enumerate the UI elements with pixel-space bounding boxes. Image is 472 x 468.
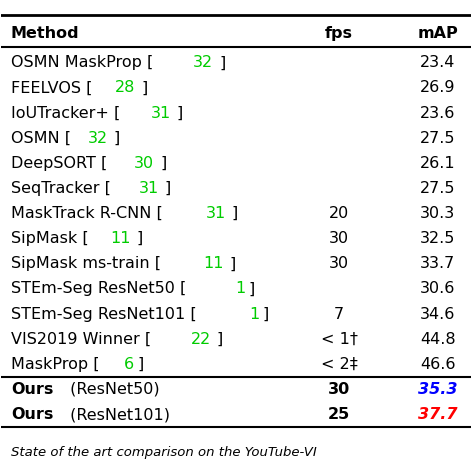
Text: MaskProp [: MaskProp [	[11, 357, 99, 372]
Text: 30.6: 30.6	[420, 281, 455, 296]
Text: 30.3: 30.3	[420, 206, 455, 221]
Text: 6: 6	[124, 357, 135, 372]
Text: 1: 1	[236, 281, 246, 296]
Text: < 1†: < 1†	[321, 332, 358, 347]
Text: 33.7: 33.7	[420, 256, 455, 271]
Text: ]: ]	[217, 332, 223, 347]
Text: (ResNet101): (ResNet101)	[65, 407, 170, 422]
Text: 34.6: 34.6	[420, 307, 455, 322]
Text: 35.3: 35.3	[418, 382, 457, 397]
Text: 30: 30	[329, 231, 349, 246]
Text: 11: 11	[110, 231, 131, 246]
Text: 46.6: 46.6	[420, 357, 455, 372]
Text: Ours: Ours	[11, 382, 53, 397]
Text: 32: 32	[88, 131, 108, 146]
Text: Ours: Ours	[11, 407, 53, 422]
Text: SipMask ms-train [: SipMask ms-train [	[11, 256, 161, 271]
Text: ]: ]	[219, 55, 225, 70]
Text: 23.6: 23.6	[420, 106, 455, 121]
Text: 26.1: 26.1	[420, 156, 455, 171]
Text: 1: 1	[249, 307, 259, 322]
Text: 20: 20	[329, 206, 349, 221]
Text: 23.4: 23.4	[420, 55, 455, 70]
Text: 27.5: 27.5	[420, 181, 455, 196]
Text: 31: 31	[205, 206, 226, 221]
Text: MaskTrack R-CNN [: MaskTrack R-CNN [	[11, 206, 162, 221]
Text: ]: ]	[114, 131, 120, 146]
Text: 30: 30	[328, 382, 350, 397]
Text: STEm-Seg ResNet101 [: STEm-Seg ResNet101 [	[11, 307, 196, 322]
Text: 28: 28	[115, 80, 135, 95]
Text: SeqTracker [: SeqTracker [	[11, 181, 110, 196]
Text: 32.5: 32.5	[420, 231, 455, 246]
Text: ]: ]	[141, 80, 148, 95]
Text: FEELVOS [: FEELVOS [	[11, 80, 92, 95]
Text: ]: ]	[177, 106, 183, 121]
Text: 32: 32	[193, 55, 213, 70]
Text: (ResNet50): (ResNet50)	[65, 382, 160, 397]
Text: IoUTracker+ [: IoUTracker+ [	[11, 106, 120, 121]
Text: 30: 30	[134, 156, 154, 171]
Text: 30: 30	[329, 256, 349, 271]
Text: < 2‡: < 2‡	[321, 357, 358, 372]
Text: 31: 31	[139, 181, 159, 196]
Text: OSMN [: OSMN [	[11, 131, 71, 146]
Text: mAP: mAP	[417, 27, 458, 42]
Text: VIS2019 Winner [: VIS2019 Winner [	[11, 332, 151, 347]
Text: ]: ]	[165, 181, 171, 196]
Text: SipMask [: SipMask [	[11, 231, 88, 246]
Text: 22: 22	[191, 332, 211, 347]
Text: 25: 25	[328, 407, 350, 422]
Text: fps: fps	[325, 27, 353, 42]
Text: ]: ]	[249, 281, 255, 296]
Text: 11: 11	[203, 256, 224, 271]
Text: 37.7: 37.7	[418, 407, 457, 422]
Text: ]: ]	[262, 307, 268, 322]
Text: Method: Method	[11, 27, 79, 42]
Text: 7: 7	[334, 307, 344, 322]
Text: 26.9: 26.9	[420, 80, 455, 95]
Text: ]: ]	[160, 156, 166, 171]
Text: OSMN MaskProp [: OSMN MaskProp [	[11, 55, 153, 70]
Text: 27.5: 27.5	[420, 131, 455, 146]
Text: ]: ]	[231, 206, 238, 221]
Text: STEm-Seg ResNet50 [: STEm-Seg ResNet50 [	[11, 281, 186, 296]
Text: State of the art comparison on the YouTube-VI: State of the art comparison on the YouTu…	[11, 446, 317, 459]
Text: 31: 31	[151, 106, 171, 121]
Text: ]: ]	[137, 357, 143, 372]
Text: ]: ]	[136, 231, 143, 246]
Text: ]: ]	[229, 256, 236, 271]
Text: DeepSORT [: DeepSORT [	[11, 156, 107, 171]
Text: 44.8: 44.8	[420, 332, 455, 347]
